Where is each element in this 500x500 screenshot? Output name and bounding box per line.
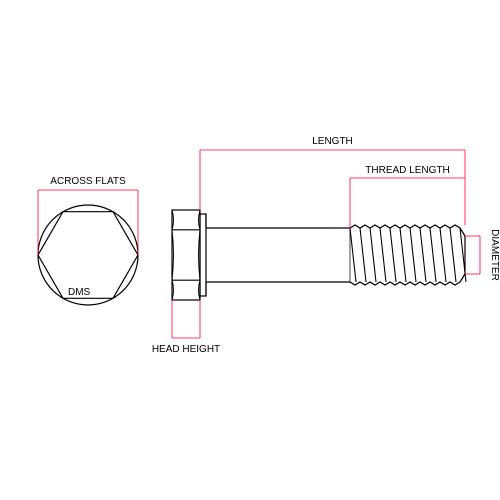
- label-head-height: HEAD HEIGHT: [152, 344, 220, 355]
- hex-head-polygon: [38, 212, 138, 299]
- label-dms: DMS: [68, 287, 91, 298]
- bolt-diagram: ACROSS FLATS DMS LENGTH THREAD LENGTH HEAD H…: [0, 0, 500, 500]
- bolt-side-view: [172, 210, 466, 300]
- label-diameter: DIAMETER: [489, 229, 500, 281]
- label-length: LENGTH: [312, 136, 353, 147]
- label-thread-length: THREAD LENGTH: [365, 165, 449, 176]
- label-across-flats: ACROSS FLATS: [50, 176, 126, 187]
